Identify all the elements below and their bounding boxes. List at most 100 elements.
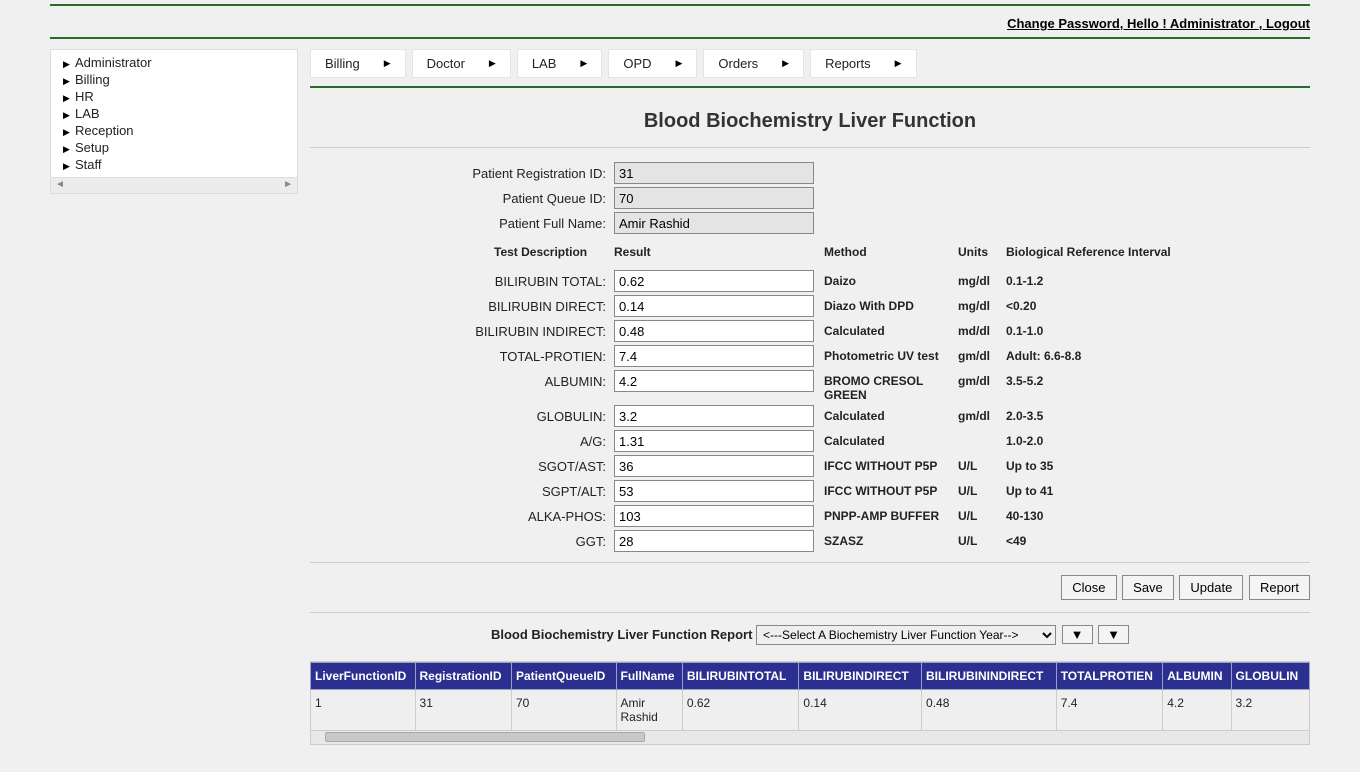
year-dropdown-button-1[interactable]: ▼ xyxy=(1062,625,1093,644)
table-header[interactable]: LiverFunctionID xyxy=(311,663,416,690)
patient-full-name-input xyxy=(614,212,814,234)
year-dropdown-button-2[interactable]: ▼ xyxy=(1098,625,1129,644)
menu-lab[interactable]: LAB▶ xyxy=(517,49,603,78)
test-range: 2.0-3.5 xyxy=(1006,405,1310,427)
test-units: mg/dl xyxy=(958,295,1002,317)
test-result-input[interactable] xyxy=(614,405,814,427)
table-header[interactable]: TOTALPROTIEN xyxy=(1056,663,1163,690)
test-result-input[interactable] xyxy=(614,530,814,552)
table-cell: 0.14 xyxy=(799,690,922,731)
test-method: PNPP-AMP BUFFER xyxy=(824,505,954,527)
col-header-method: Method xyxy=(824,237,954,267)
table-header[interactable]: BILIRUBININDIRECT xyxy=(922,663,1057,690)
test-units: gm/dl xyxy=(958,405,1002,427)
test-label: GGT: xyxy=(310,530,610,552)
test-units xyxy=(958,430,1002,452)
patient-queue-id-input xyxy=(614,187,814,209)
table-horizontal-scrollbar[interactable] xyxy=(310,731,1310,745)
sidebar-item-billing[interactable]: Billing xyxy=(51,71,297,88)
menu-orders[interactable]: Orders▶ xyxy=(703,49,804,78)
col-header-range: Biological Reference Interval xyxy=(1006,237,1310,267)
test-range: 40-130 xyxy=(1006,505,1310,527)
test-result-input[interactable] xyxy=(614,505,814,527)
user-bar: Change Password, Hello ! Administrator ,… xyxy=(50,6,1310,37)
table-cell: 70 xyxy=(511,690,616,731)
patient-registration-id-input xyxy=(614,162,814,184)
test-result-input[interactable] xyxy=(614,320,814,342)
test-method: BROMO CRESOL GREEN xyxy=(824,370,954,402)
test-range: 1.0-2.0 xyxy=(1006,430,1310,452)
test-method: SZASZ xyxy=(824,530,954,552)
test-range: Up to 35 xyxy=(1006,455,1310,477)
menu-billing[interactable]: Billing▶ xyxy=(310,49,406,78)
update-button[interactable]: Update xyxy=(1179,575,1243,600)
sidebar-item-reception[interactable]: Reception xyxy=(51,122,297,139)
test-result-input[interactable] xyxy=(614,295,814,317)
menu-doctor[interactable]: Doctor▶ xyxy=(412,49,511,78)
test-method: Diazo With DPD xyxy=(824,295,954,317)
col-header-result: Result xyxy=(614,237,820,267)
table-header[interactable]: RegistrationID xyxy=(415,663,511,690)
sidebar-scrollbar[interactable] xyxy=(50,178,298,194)
table-header[interactable]: GLOBULIN xyxy=(1231,663,1309,690)
report-button[interactable]: Report xyxy=(1249,575,1310,600)
table-cell: 0.48 xyxy=(922,690,1057,731)
test-units: U/L xyxy=(958,530,1002,552)
col-header-test-description: Test Description xyxy=(310,237,610,267)
test-range: <49 xyxy=(1006,530,1310,552)
test-method: Photometric UV test xyxy=(824,345,954,367)
table-cell: 4.2 xyxy=(1163,690,1231,731)
table-header[interactable]: PatientQueueID xyxy=(511,663,616,690)
test-range: Up to 41 xyxy=(1006,480,1310,502)
change-password-link[interactable]: Change Password xyxy=(1007,16,1120,31)
test-units: md/dl xyxy=(958,320,1002,342)
chevron-right-icon: ▶ xyxy=(782,58,789,69)
test-range: 3.5-5.2 xyxy=(1006,370,1310,402)
menu-opd[interactable]: OPD▶ xyxy=(608,49,697,78)
patient-full-name-label: Patient Full Name: xyxy=(310,212,610,234)
test-method: IFCC WITHOUT P5P xyxy=(824,480,954,502)
sidebar-item-administrator[interactable]: Administrator xyxy=(51,54,297,71)
test-result-input[interactable] xyxy=(614,430,814,452)
test-label: ALBUMIN: xyxy=(310,370,610,402)
test-result-input[interactable] xyxy=(614,455,814,477)
report-select-label: Blood Biochemistry Liver Function Report xyxy=(491,627,752,642)
test-range: Adult: 6.6-8.8 xyxy=(1006,345,1310,367)
test-method: Calculated xyxy=(824,320,954,342)
test-method: Calculated xyxy=(824,430,954,452)
top-menu: Billing▶Doctor▶LAB▶OPD▶Orders▶Reports▶ xyxy=(310,49,1310,88)
sidebar-item-setup[interactable]: Setup xyxy=(51,139,297,156)
table-cell: Amir Rashid xyxy=(616,690,682,731)
table-cell: 1 xyxy=(311,690,416,731)
test-label: BILIRUBIN DIRECT: xyxy=(310,295,610,317)
test-label: ALKA-PHOS: xyxy=(310,505,610,527)
save-button[interactable]: Save xyxy=(1122,575,1174,600)
year-select[interactable]: <---Select A Biochemistry Liver Function… xyxy=(756,625,1056,645)
menu-reports[interactable]: Reports▶ xyxy=(810,49,916,78)
table-cell: 0.62 xyxy=(682,690,799,731)
table-header[interactable]: ALBUMIN xyxy=(1163,663,1231,690)
chevron-right-icon: ▶ xyxy=(676,58,683,69)
test-result-input[interactable] xyxy=(614,345,814,367)
test-units: gm/dl xyxy=(958,345,1002,367)
test-result-input[interactable] xyxy=(614,370,814,392)
chevron-right-icon: ▶ xyxy=(489,58,496,69)
table-header[interactable]: BILIRUBINDIRECT xyxy=(799,663,922,690)
table-cell: 7.4 xyxy=(1056,690,1163,731)
logout-link[interactable]: Logout xyxy=(1266,16,1310,31)
test-label: SGPT/ALT: xyxy=(310,480,610,502)
test-label: TOTAL-PROTIEN: xyxy=(310,345,610,367)
table-header[interactable]: FullName xyxy=(616,663,682,690)
test-label: A/G: xyxy=(310,430,610,452)
close-button[interactable]: Close xyxy=(1061,575,1116,600)
data-table: LiverFunctionIDRegistrationIDPatientQueu… xyxy=(310,662,1310,731)
sidebar-item-hr[interactable]: HR xyxy=(51,88,297,105)
test-result-input[interactable] xyxy=(614,270,814,292)
sidebar-item-lab[interactable]: LAB xyxy=(51,105,297,122)
report-select-row: Blood Biochemistry Liver Function Report… xyxy=(310,613,1310,657)
sidebar-item-staff[interactable]: Staff xyxy=(51,156,297,173)
test-units: U/L xyxy=(958,480,1002,502)
table-header[interactable]: BILIRUBINTOTAL xyxy=(682,663,799,690)
table-row[interactable]: 13170Amir Rashid0.620.140.487.44.23.2 xyxy=(311,690,1310,731)
test-result-input[interactable] xyxy=(614,480,814,502)
